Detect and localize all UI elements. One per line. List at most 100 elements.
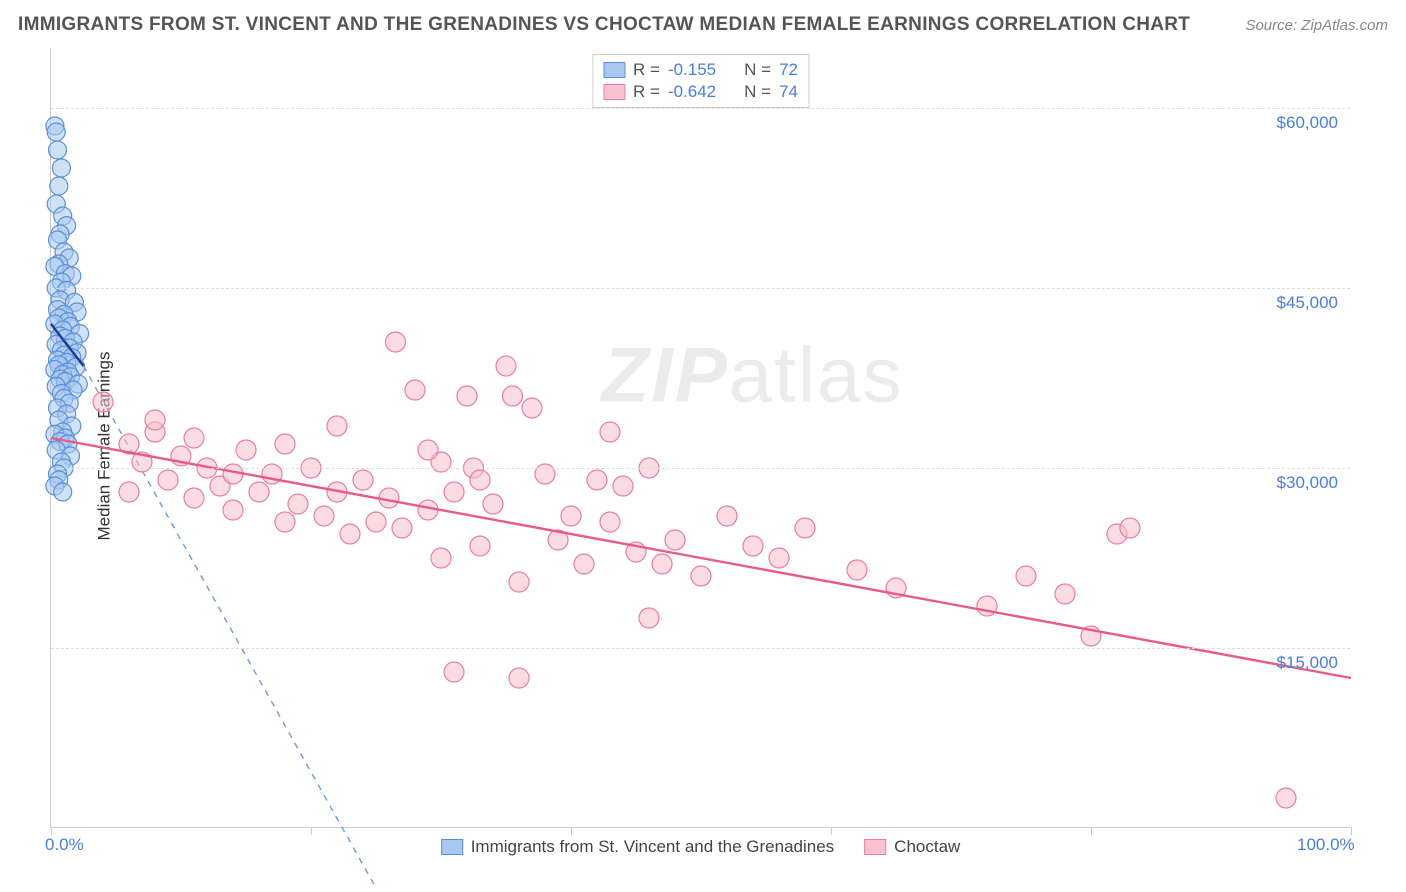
scatter-svg	[51, 48, 1350, 827]
scatter-point	[288, 494, 308, 514]
gridline	[51, 468, 1350, 469]
chart-title: IMMIGRANTS FROM ST. VINCENT AND THE GREN…	[18, 14, 1190, 36]
bottom-legend-item-1: Immigrants from St. Vincent and the Gren…	[441, 837, 834, 857]
scatter-point	[184, 428, 204, 448]
r-label-2: R =	[633, 82, 660, 102]
scatter-point	[405, 380, 425, 400]
scatter-point	[47, 123, 65, 141]
stat-legend-row-2: R = -0.642 N = 74	[603, 81, 798, 103]
x-tick	[1351, 827, 1352, 835]
scatter-point	[457, 386, 477, 406]
y-tick-label: $30,000	[1277, 473, 1338, 493]
scatter-point	[366, 512, 386, 532]
stat-legend: R = -0.155 N = 72 R = -0.642 N = 74	[592, 54, 809, 108]
scatter-point	[574, 554, 594, 574]
bottom-swatch-1	[441, 839, 463, 855]
scatter-point	[535, 464, 555, 484]
swatch-series2	[603, 84, 625, 100]
trend-line	[51, 438, 1351, 678]
r-label-1: R =	[633, 60, 660, 80]
scatter-point	[639, 608, 659, 628]
y-tick-label: $45,000	[1277, 293, 1338, 313]
scatter-point	[509, 572, 529, 592]
scatter-point	[691, 566, 711, 586]
scatter-point	[613, 476, 633, 496]
n-value-2: 74	[779, 82, 798, 102]
scatter-point	[444, 662, 464, 682]
scatter-point	[665, 530, 685, 550]
scatter-point	[444, 482, 464, 502]
swatch-series1	[603, 62, 625, 78]
scatter-point	[1055, 584, 1075, 604]
scatter-point	[522, 398, 542, 418]
scatter-point	[93, 392, 113, 412]
scatter-point	[158, 470, 178, 490]
scatter-point	[769, 548, 789, 568]
x-tick	[831, 827, 832, 835]
x-tick	[1091, 827, 1092, 835]
scatter-point	[50, 177, 68, 195]
scatter-point	[223, 500, 243, 520]
scatter-point	[184, 488, 204, 508]
scatter-point	[54, 483, 72, 501]
scatter-point	[600, 422, 620, 442]
scatter-point	[52, 159, 70, 177]
bottom-legend-label-2: Choctaw	[894, 837, 960, 857]
x-tick-label: 100.0%	[1297, 835, 1355, 855]
scatter-point	[652, 554, 672, 574]
scatter-point	[431, 548, 451, 568]
scatter-point	[1276, 788, 1296, 808]
gridline	[51, 288, 1350, 289]
n-label-2: N =	[744, 82, 771, 102]
scatter-point	[49, 141, 67, 159]
scatter-point	[717, 506, 737, 526]
scatter-point	[392, 518, 412, 538]
y-tick-label: $60,000	[1277, 113, 1338, 133]
scatter-point	[145, 410, 165, 430]
n-value-1: 72	[779, 60, 798, 80]
x-tick	[571, 827, 572, 835]
scatter-point	[418, 440, 438, 460]
scatter-point	[327, 416, 347, 436]
scatter-point	[386, 332, 406, 352]
gridline	[51, 648, 1350, 649]
scatter-point	[236, 440, 256, 460]
scatter-point	[795, 518, 815, 538]
scatter-point	[847, 560, 867, 580]
scatter-point	[496, 356, 516, 376]
scatter-point	[1016, 566, 1036, 586]
scatter-point	[275, 434, 295, 454]
bottom-swatch-2	[864, 839, 886, 855]
scatter-point	[353, 470, 373, 490]
scatter-point	[561, 506, 581, 526]
scatter-point	[470, 536, 490, 556]
bottom-legend: Immigrants from St. Vincent and the Gren…	[441, 837, 961, 857]
stat-legend-row-1: R = -0.155 N = 72	[603, 59, 798, 81]
bottom-legend-item-2: Choctaw	[864, 837, 960, 857]
n-label-1: N =	[744, 60, 771, 80]
scatter-point	[743, 536, 763, 556]
scatter-point	[483, 494, 503, 514]
scatter-point	[1120, 518, 1140, 538]
scatter-point	[503, 386, 523, 406]
scatter-point	[470, 470, 490, 490]
scatter-point	[340, 524, 360, 544]
source-label: Source: ZipAtlas.com	[1245, 17, 1388, 34]
scatter-point	[509, 668, 529, 688]
y-tick-label: $15,000	[1277, 653, 1338, 673]
scatter-point	[600, 512, 620, 532]
title-bar: IMMIGRANTS FROM ST. VINCENT AND THE GREN…	[18, 14, 1388, 36]
scatter-point	[249, 482, 269, 502]
scatter-point	[587, 470, 607, 490]
r-value-2: -0.642	[668, 82, 716, 102]
bottom-legend-label-1: Immigrants from St. Vincent and the Gren…	[471, 837, 834, 857]
x-tick	[51, 827, 52, 835]
x-tick-label: 0.0%	[45, 835, 84, 855]
scatter-point	[119, 482, 139, 502]
gridline	[51, 108, 1350, 109]
chart-plot-area: ZIPatlas R = -0.155 N = 72 R = -0.642 N …	[50, 48, 1350, 828]
r-value-1: -0.155	[668, 60, 716, 80]
x-tick	[311, 827, 312, 835]
scatter-point	[275, 512, 295, 532]
scatter-point	[314, 506, 334, 526]
